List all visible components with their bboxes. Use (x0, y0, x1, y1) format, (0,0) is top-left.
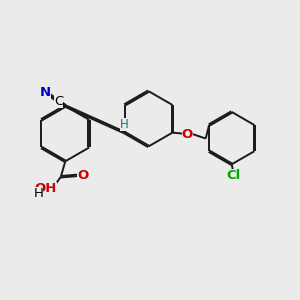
Text: H: H (33, 188, 43, 200)
Text: C: C (54, 95, 63, 108)
Text: Cl: Cl (226, 169, 240, 182)
Text: OH: OH (35, 182, 57, 195)
Text: N: N (40, 85, 51, 98)
Text: H: H (120, 118, 129, 131)
Text: O: O (77, 169, 88, 182)
Text: O: O (182, 128, 193, 141)
